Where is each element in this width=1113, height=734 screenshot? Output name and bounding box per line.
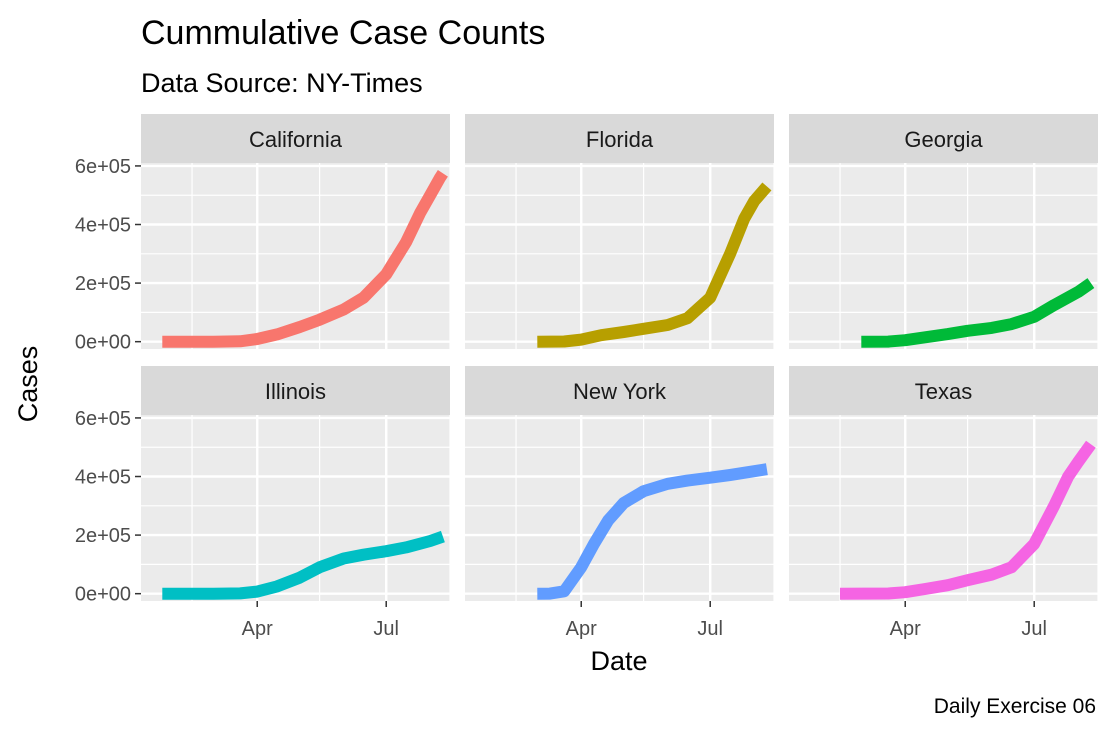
facet-strip <box>141 114 450 163</box>
facet-panel: New York Apr Jul <box>465 366 775 640</box>
chart-subtitle: Data Source: NY-Times <box>141 68 423 98</box>
chart-title: Cummulative Case Counts <box>141 14 545 52</box>
series-line <box>162 170 448 348</box>
facet-panel: California 0e+00 2e+05 4e+05 6e+05 <box>75 114 451 354</box>
facet-strip-label: Texas <box>915 379 972 404</box>
facet-panel: Texas Apr Jul <box>789 366 1099 640</box>
x-tick-label: Jul <box>1021 618 1047 640</box>
series-line <box>537 463 768 600</box>
facet-strip-label: New York <box>573 379 667 404</box>
facet-strip <box>465 366 774 415</box>
y-tick-label: 0e+00 <box>75 332 131 354</box>
x-tick-label: Apr <box>242 618 273 640</box>
facet-panel: Illinois 0e+00 2e+05 4e+05 6e+05 Apr Jul <box>75 366 451 640</box>
y-tick-label: 4e+05 <box>75 215 131 237</box>
facet-strip-label: Illinois <box>265 379 326 404</box>
x-tick-label: Jul <box>697 618 723 640</box>
series-line <box>162 530 445 600</box>
series-line <box>537 182 772 348</box>
facet-strip <box>465 114 774 163</box>
chart-caption: Daily Exercise 06 <box>934 695 1096 718</box>
y-axis-title: Cases <box>13 346 43 423</box>
y-tick-label: 4e+05 <box>75 467 131 489</box>
x-tick-label: Apr <box>566 618 597 640</box>
facet-panel: Florida <box>465 114 775 349</box>
x-axis-title: Date <box>590 646 647 676</box>
y-tick-label: 2e+05 <box>75 273 131 295</box>
facet-strip-label: Florida <box>586 127 654 152</box>
series-line <box>861 278 1095 348</box>
y-tick-label: 6e+05 <box>75 156 131 178</box>
x-tick-label: Apr <box>890 618 921 640</box>
facet-panel: Georgia <box>789 114 1099 349</box>
facet-strip <box>789 114 1098 163</box>
y-tick-label: 2e+05 <box>75 525 131 547</box>
x-tick-label: Jul <box>373 618 399 640</box>
panel-background <box>789 163 1098 349</box>
series-line <box>839 440 1096 600</box>
facet-strip-label: California <box>249 127 343 152</box>
facet-strip <box>789 366 1098 415</box>
facet-strip <box>141 366 450 415</box>
y-tick-label: 6e+05 <box>75 408 131 430</box>
y-tick-label: 0e+00 <box>75 584 131 606</box>
facet-panels: California 0e+00 2e+05 4e+05 6e+05 Florida Geo… <box>75 114 1099 640</box>
facet-strip-label: Georgia <box>904 127 983 152</box>
